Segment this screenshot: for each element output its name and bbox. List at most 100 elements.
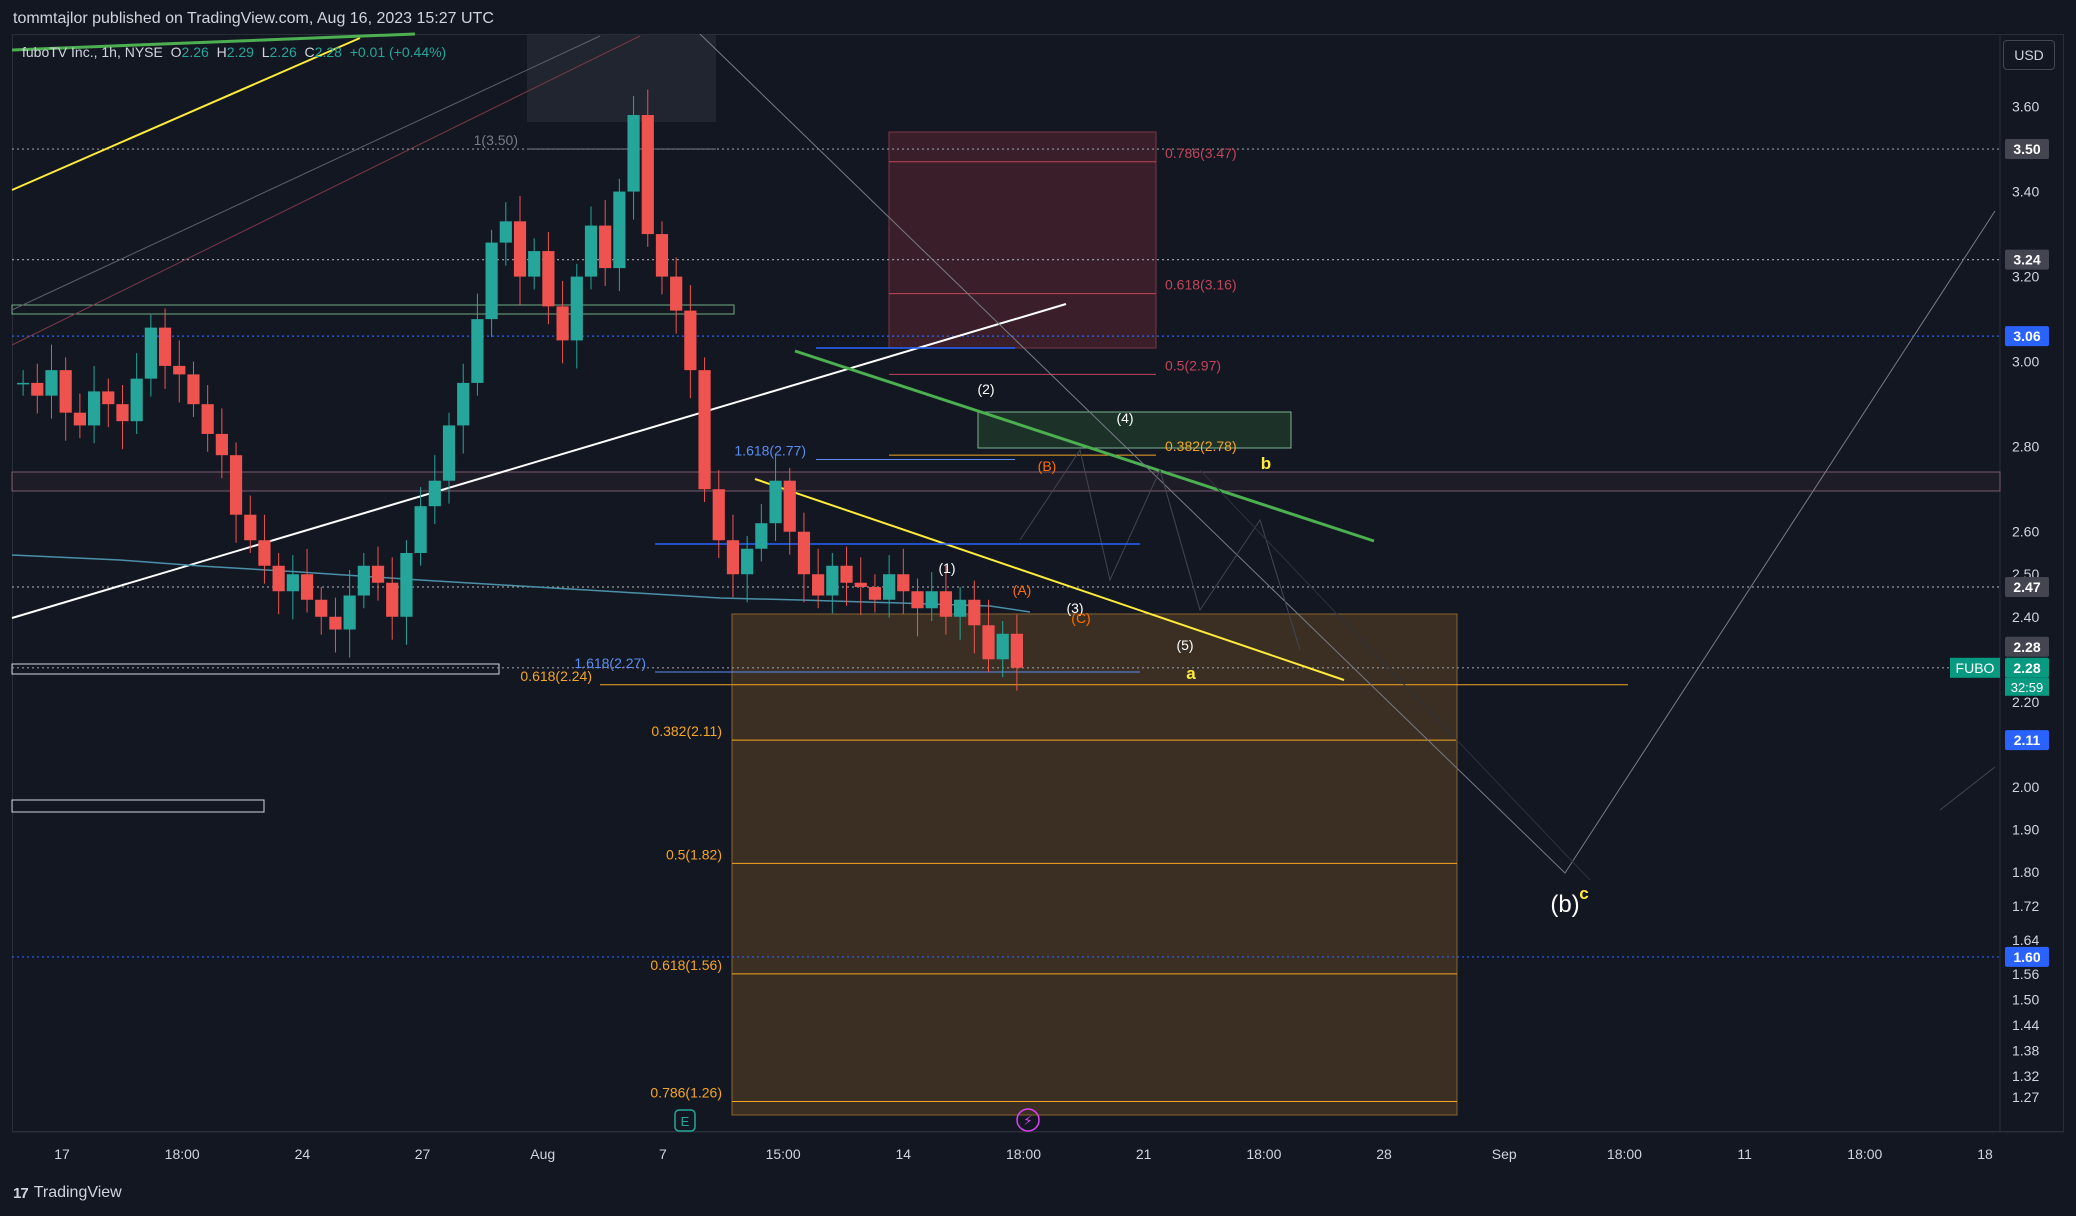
candle-body — [87, 391, 101, 426]
candle-body — [897, 574, 910, 592]
time-tick-label: 18:00 — [1006, 1146, 1041, 1162]
publisher-info: tommtajlor published on TradingView.com,… — [13, 10, 494, 27]
candle-body — [613, 191, 626, 269]
symbol-legend[interactable]: fuboTV Inc., 1h, NYSE O2.26 H2.29 L2.26 … — [22, 44, 446, 60]
candle-body — [45, 370, 58, 396]
candle-body — [542, 251, 555, 307]
legend-symbol: fuboTV Inc., 1h, NYSE — [22, 44, 163, 60]
fib-labels: 0.786(3.47) 0.618(3.16) 0.5(2.97) 0.382(2.7… — [474, 132, 1237, 1100]
projection-zigzag — [1019, 448, 1301, 651]
wave-label: (B) — [1038, 458, 1057, 474]
currency-button[interactable]: USD — [2003, 40, 2055, 70]
candle-body — [31, 382, 44, 396]
candle-body — [812, 574, 825, 596]
price-tick-label: 1.32 — [2012, 1068, 2039, 1084]
candle-body — [300, 574, 314, 600]
price-badge-text: 2.28 — [2013, 639, 2040, 655]
candle-body — [386, 582, 399, 617]
candle-body — [797, 531, 811, 575]
candle-body — [968, 599, 981, 626]
price-badge-text: 2.47 — [2013, 579, 2040, 595]
candle-body — [329, 616, 342, 630]
candle-body — [258, 540, 271, 566]
candle-body — [826, 565, 839, 596]
tradingview-logo[interactable]: 17 TradingView — [13, 1184, 122, 1202]
horizontal-levels — [12, 148, 2000, 958]
price-tick-label: 1.38 — [2012, 1042, 2039, 1058]
price-tick-label: 2.60 — [2012, 524, 2039, 540]
candle-body — [17, 382, 30, 385]
candle-body — [911, 591, 924, 609]
wave-label: (2) — [977, 381, 994, 397]
legend-change: +0.01 (+0.44%) — [349, 44, 447, 60]
candle-body — [513, 221, 527, 277]
candle-body — [883, 574, 896, 600]
candle-body — [670, 276, 683, 311]
wave-label: (4) — [1116, 410, 1133, 426]
top-bar: tommtajlor published on TradingView.com,… — [0, 0, 2076, 34]
green-box — [977, 411, 1292, 449]
countdown-text: 32:59 — [2011, 680, 2044, 695]
time-tick-label: 24 — [295, 1146, 311, 1162]
earnings-marker[interactable]: E — [674, 1109, 696, 1132]
fib-level-label: 1(3.50) — [474, 132, 518, 148]
candle-body — [499, 221, 512, 243]
candle-body — [144, 327, 157, 379]
price-tick-label: 1.80 — [2012, 864, 2039, 880]
red-fib-zone — [888, 131, 1157, 349]
fib-level-label: 0.786(1.26) — [650, 1084, 722, 1100]
price-tick-label: 2.40 — [2012, 609, 2039, 625]
price-badge — [2005, 657, 2049, 678]
time-tick-label: 21 — [1136, 1146, 1152, 1162]
price-axis: 3.603.403.203.002.802.602.502.402.202.00… — [2012, 99, 2039, 1106]
pink-band — [11, 471, 2001, 492]
candle-body — [471, 319, 484, 383]
candle-body — [570, 276, 583, 341]
gray-channel-1 — [11, 35, 601, 311]
price-tick-label: 3.00 — [2012, 354, 2039, 370]
candle-body — [244, 514, 257, 541]
candle-body — [783, 480, 796, 532]
price-badges: 3.50 3.24 3.06 2.47 2.28 2.28 2.11 1.60 32:59 FUB… — [1950, 139, 2049, 967]
wave-label: b — [1261, 454, 1271, 473]
legend-high: 2.29 — [226, 44, 254, 60]
fib-level-label: 0.382(2.11) — [651, 723, 722, 739]
price-badge — [2005, 636, 2049, 657]
price-tick-label: 2.00 — [2012, 779, 2039, 795]
faint-diag-1 — [1199, 469, 1591, 881]
candle-body — [130, 378, 143, 422]
candle-body — [741, 548, 754, 575]
candle-body — [158, 327, 172, 366]
time-tick-label: 11 — [1737, 1146, 1752, 1162]
candle-body — [215, 433, 228, 456]
candle-body — [712, 489, 725, 541]
time-tick-label: 18:00 — [1847, 1146, 1882, 1162]
price-badge — [2005, 326, 2049, 347]
candle-body — [1010, 633, 1023, 668]
wave-label: (1) — [938, 560, 955, 576]
candle-body — [556, 306, 569, 341]
legend-low: 2.26 — [269, 44, 297, 60]
candle-body — [315, 599, 328, 617]
price-tick-label: 3.40 — [2012, 184, 2039, 200]
candle-body — [840, 565, 853, 583]
candle-body — [102, 391, 115, 405]
wave-label: (b) — [1550, 891, 1579, 918]
price-badge — [2005, 730, 2049, 751]
fib-level-label: 0.786(3.47) — [1165, 145, 1237, 161]
flash-marker[interactable]: ⚡ — [1016, 1108, 1040, 1132]
candle-body — [854, 582, 867, 587]
gray-top-zone — [527, 34, 716, 122]
time-tick-label: 28 — [1376, 1146, 1392, 1162]
wave-label: c — [1579, 884, 1588, 903]
wave-label: (A) — [1013, 582, 1032, 598]
candle-body — [755, 523, 768, 549]
legend-low-label: L — [261, 44, 270, 60]
green-trendline — [794, 349, 1375, 543]
price-tick-label: 1.50 — [2012, 991, 2039, 1007]
candle-body — [272, 565, 285, 592]
wave-label: a — [1186, 664, 1196, 683]
candle-body — [584, 225, 598, 277]
time-tick-label: 14 — [896, 1146, 912, 1162]
